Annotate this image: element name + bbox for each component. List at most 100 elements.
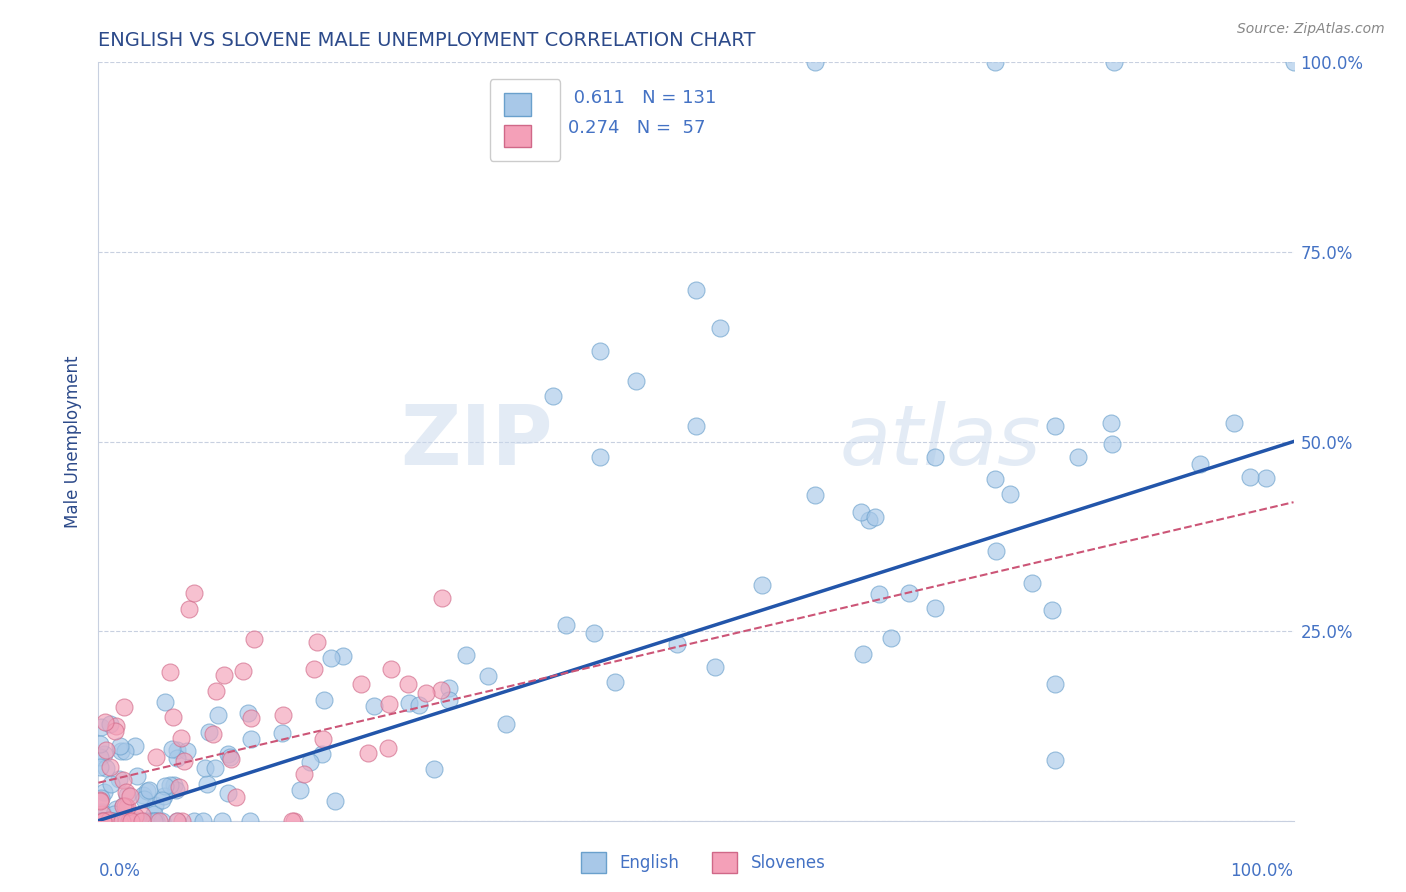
Point (271, 708, 294, 723)
Point (108, 739, 131, 753)
Point (93, 747, 115, 762)
Point (321, 650, 343, 665)
Point (852, 647, 875, 661)
Y-axis label: Male Unemployment: Male Unemployment (65, 355, 83, 528)
Point (124, 809, 146, 823)
Text: 100.0%: 100.0% (1230, 863, 1294, 880)
Point (110, 744, 132, 758)
Point (437, 681, 460, 695)
Point (454, 648, 477, 662)
Point (363, 699, 385, 714)
Text: ZIP: ZIP (401, 401, 553, 482)
Point (207, 707, 229, 722)
Point (103, 814, 125, 828)
Point (93, 814, 115, 828)
Point (603, 674, 626, 689)
Point (173, 754, 195, 768)
Legend: English, Slovenes: English, Slovenes (574, 846, 832, 880)
Point (165, 783, 187, 797)
Point (112, 798, 135, 813)
Point (194, 761, 217, 775)
Point (132, 789, 155, 803)
Text: R =  0.611   N = 131: R = 0.611 N = 131 (529, 89, 716, 107)
Point (148, 814, 170, 828)
Point (117, 814, 139, 828)
Point (984, 544, 1007, 558)
Point (495, 717, 517, 731)
Point (89, 814, 111, 828)
Point (104, 723, 127, 738)
Point (430, 683, 453, 698)
Point (281, 814, 304, 828)
Point (1043, 677, 1066, 691)
Point (176, 744, 198, 758)
Point (166, 742, 188, 756)
Point (626, 374, 648, 388)
Point (396, 676, 419, 690)
Point (380, 662, 402, 676)
Point (225, 790, 247, 805)
Point (311, 747, 333, 762)
Point (1104, 55, 1126, 70)
Point (1101, 437, 1123, 451)
Point (880, 632, 903, 646)
Point (1282, 55, 1305, 70)
Point (704, 659, 727, 673)
Point (477, 669, 499, 683)
Point (214, 667, 236, 681)
Point (91, 807, 114, 822)
Point (114, 785, 136, 799)
Point (377, 741, 399, 756)
Point (865, 510, 887, 524)
Point (398, 696, 420, 710)
Point (271, 726, 294, 740)
Point (143, 807, 166, 822)
Point (1223, 416, 1246, 430)
Point (408, 698, 430, 712)
Point (162, 710, 184, 724)
Point (93, 814, 115, 828)
Point (120, 814, 142, 828)
Point (243, 632, 266, 646)
Point (582, 626, 605, 640)
Point (166, 814, 188, 828)
Point (104, 718, 127, 732)
Point (125, 814, 148, 828)
Point (166, 814, 188, 828)
Point (105, 802, 128, 816)
Point (132, 792, 155, 806)
Point (145, 814, 167, 828)
Point (160, 742, 183, 756)
Point (111, 799, 134, 814)
Point (205, 684, 228, 698)
Point (96, 814, 118, 828)
Point (312, 732, 335, 747)
Point (114, 799, 136, 814)
Point (554, 618, 576, 632)
Point (204, 761, 226, 775)
Point (145, 814, 167, 828)
Point (984, 55, 1007, 70)
Point (1099, 416, 1122, 430)
Point (984, 473, 1007, 487)
Point (124, 739, 146, 754)
Point (666, 637, 689, 651)
Point (858, 513, 880, 527)
Point (152, 789, 174, 803)
Point (804, 55, 827, 70)
Point (1040, 602, 1063, 616)
Point (90, 805, 112, 819)
Point (89, 737, 111, 751)
Point (1021, 576, 1043, 591)
Point (162, 778, 184, 792)
Point (98, 813, 121, 827)
Point (115, 788, 138, 802)
Point (138, 783, 160, 797)
Point (90, 814, 112, 828)
Point (195, 777, 218, 791)
Point (240, 731, 263, 746)
Point (166, 751, 188, 765)
Point (125, 814, 148, 828)
Point (167, 780, 190, 795)
Point (159, 778, 181, 792)
